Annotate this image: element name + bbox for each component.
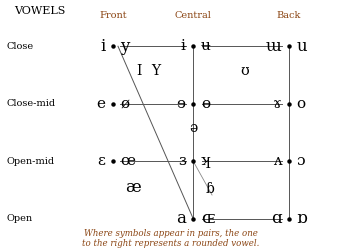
Text: æ: æ: [126, 179, 141, 196]
Text: VOWELS: VOWELS: [14, 6, 65, 16]
Text: ʌ: ʌ: [273, 154, 281, 168]
Text: ɵ: ɵ: [201, 97, 210, 111]
Text: ʉ: ʉ: [201, 39, 211, 53]
Text: ɑ: ɑ: [271, 210, 281, 227]
Text: ɨ: ɨ: [181, 39, 186, 53]
Text: ɜ: ɜ: [178, 154, 186, 168]
Text: ə: ə: [189, 120, 197, 134]
Text: Where symbols appear in pairs, the one
to the right represents a rounded vowel.: Where symbols appear in pairs, the one t…: [82, 228, 260, 248]
Text: I: I: [136, 64, 141, 78]
Text: œ: œ: [120, 154, 135, 168]
Text: ʞ: ʞ: [201, 154, 210, 168]
Text: Central: Central: [175, 11, 212, 20]
Text: ɘ: ɘ: [177, 97, 186, 111]
Text: ɤ: ɤ: [273, 97, 281, 111]
Text: Open: Open: [7, 214, 33, 223]
Text: ɔ: ɔ: [297, 154, 305, 168]
Text: ɛ: ɛ: [97, 154, 105, 168]
Text: u: u: [297, 38, 307, 55]
Text: ɶ: ɶ: [201, 210, 214, 227]
Text: ɓ: ɓ: [206, 182, 215, 196]
Text: Back: Back: [277, 11, 301, 20]
Text: Close: Close: [7, 42, 34, 51]
Text: Y: Y: [151, 64, 160, 78]
Text: i: i: [100, 38, 105, 55]
Text: ø: ø: [120, 97, 130, 111]
Text: Front: Front: [99, 11, 127, 20]
Text: e: e: [96, 97, 105, 111]
Text: o: o: [297, 97, 306, 111]
Text: a: a: [176, 210, 186, 227]
Text: Close-mid: Close-mid: [7, 99, 56, 108]
Text: ɯ: ɯ: [266, 38, 281, 55]
Text: ɒ: ɒ: [297, 210, 307, 227]
Text: ʊ: ʊ: [240, 64, 249, 78]
Text: Open-mid: Open-mid: [7, 157, 55, 166]
Text: y: y: [120, 38, 130, 55]
